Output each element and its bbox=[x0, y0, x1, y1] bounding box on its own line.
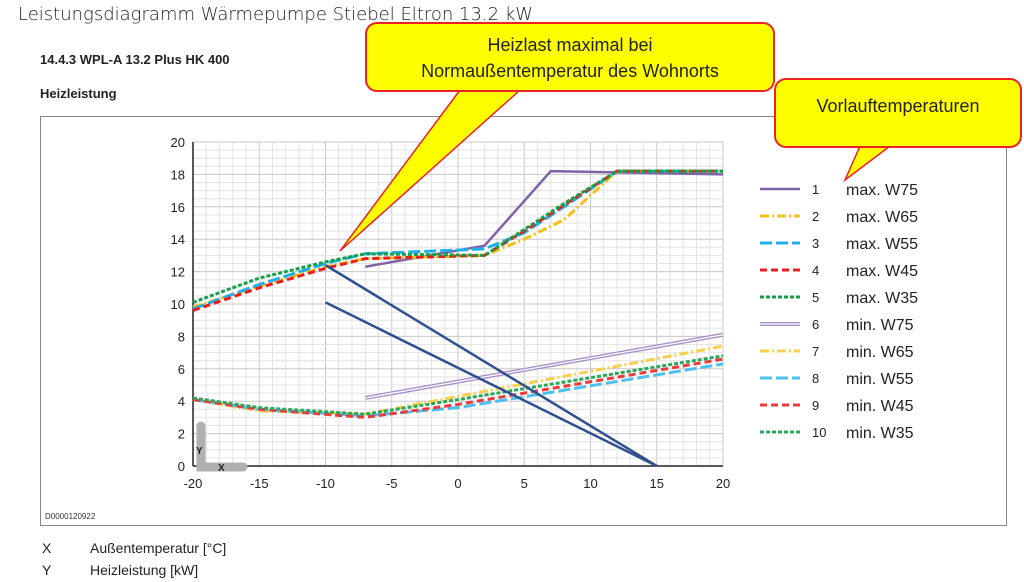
callout-vorlauf: Vorlauftemperaturen bbox=[774, 78, 1022, 148]
y-tick-label: 4 bbox=[178, 394, 185, 409]
figure-code: D0000120922 bbox=[45, 512, 96, 521]
legend-item-2: 2 max. W65 bbox=[760, 209, 918, 226]
legend-number: 4 bbox=[812, 263, 819, 278]
callout-heizlast: Heizlast maximal bei Normaußentemperatur… bbox=[365, 22, 775, 92]
legend-item-9: 9 min. W45 bbox=[760, 398, 914, 415]
y-tick-label: 20 bbox=[171, 135, 185, 150]
y-tick-label: 8 bbox=[178, 329, 185, 344]
y-axis-label: Y bbox=[196, 446, 203, 457]
x-tick-label: 0 bbox=[454, 476, 461, 491]
legend-number: 9 bbox=[812, 398, 819, 413]
y-tick-label: 18 bbox=[171, 167, 185, 182]
axis-legend-x: X Außentemperatur [°C] bbox=[42, 540, 226, 556]
legend-number: 2 bbox=[812, 209, 819, 224]
legend-label: min. W75 bbox=[846, 317, 914, 334]
legend-item-10: 10 min. W35 bbox=[760, 425, 914, 442]
callout-pointer bbox=[843, 145, 893, 183]
series-line bbox=[192, 362, 724, 418]
series-5 bbox=[192, 169, 723, 304]
callout-text: Vorlauftemperaturen bbox=[816, 96, 980, 116]
series-line bbox=[192, 357, 724, 419]
y-tick-label: 16 bbox=[171, 200, 185, 215]
legend-number: 1 bbox=[812, 182, 819, 197]
axis-marker-icon bbox=[196, 421, 248, 472]
legend-label: max. W45 bbox=[846, 263, 918, 280]
callout-pointer bbox=[339, 89, 522, 252]
x-tick-label: 20 bbox=[716, 476, 730, 491]
x-tick-label: -20 bbox=[184, 476, 203, 491]
y-tick-label: 6 bbox=[178, 362, 185, 377]
legend-item-1: 1 max. W75 bbox=[760, 182, 918, 199]
y-tick-label: 0 bbox=[178, 459, 185, 474]
series-8 bbox=[192, 362, 724, 418]
axis-label: Außentemperatur [°C] bbox=[90, 540, 227, 556]
series-9 bbox=[192, 357, 724, 419]
callout-text: Heizlast maximal bei bbox=[487, 35, 653, 55]
series-7 bbox=[192, 344, 724, 416]
legend-number: 10 bbox=[812, 425, 826, 440]
x-tick-label: -10 bbox=[316, 476, 335, 491]
y-tick-label: 14 bbox=[171, 232, 185, 247]
legend-number: 8 bbox=[812, 371, 819, 386]
chart-subtitle: Heizleistung bbox=[40, 86, 117, 101]
heizlast-line bbox=[324, 264, 658, 468]
x-axis-label: X bbox=[218, 463, 225, 474]
series-line bbox=[192, 354, 724, 416]
axis-key: Y bbox=[42, 562, 52, 578]
section-heading: 14.4.3 WPL-A 13.2 Plus HK 400 bbox=[40, 52, 230, 67]
y-tick-label: 12 bbox=[171, 265, 185, 280]
legend-item-7: 7 min. W65 bbox=[760, 344, 914, 361]
chart-frame bbox=[40, 116, 1007, 526]
legend-item-8: 8 min. W55 bbox=[760, 371, 914, 388]
series-2 bbox=[192, 169, 723, 309]
x-tick-label: -15 bbox=[250, 476, 269, 491]
x-tick-label: 10 bbox=[583, 476, 597, 491]
callout-text: Normaußentemperatur des Wohnorts bbox=[421, 61, 719, 81]
legend-label: max. W35 bbox=[846, 290, 918, 307]
legend-item-5: 5 max. W35 bbox=[760, 290, 918, 307]
series-line bbox=[192, 169, 723, 309]
legend-label: min. W45 bbox=[846, 398, 914, 415]
x-tick-label: 15 bbox=[650, 476, 664, 491]
heizlast-line bbox=[324, 301, 658, 468]
y-tick-label: 2 bbox=[178, 427, 185, 442]
legend-label: min. W55 bbox=[846, 371, 914, 388]
x-tick-label: -5 bbox=[386, 476, 398, 491]
axis-label: Heizleistung [kW] bbox=[90, 562, 199, 578]
axis-key: X bbox=[42, 540, 52, 556]
page-title: Leistungsdiagramm Wärmepumpe Stiebel Elt… bbox=[18, 4, 534, 25]
legend-label: min. W35 bbox=[846, 425, 914, 442]
axis-legend-y: Y Heizleistung [kW] bbox=[42, 562, 198, 578]
series-6 bbox=[364, 332, 724, 400]
legend-item-4: 4 max. W45 bbox=[760, 263, 918, 280]
legend-number: 6 bbox=[812, 317, 819, 332]
legend-number: 5 bbox=[812, 290, 819, 305]
legend-label: max. W65 bbox=[846, 209, 918, 226]
legend-label: max. W75 bbox=[846, 182, 918, 199]
legend-item-3: 3 max. W55 bbox=[760, 236, 918, 253]
series-line bbox=[192, 344, 724, 416]
x-tick-label: 5 bbox=[521, 476, 528, 491]
series-10 bbox=[192, 354, 724, 416]
legend-label: min. W65 bbox=[846, 344, 914, 361]
legend-label: max. W55 bbox=[846, 236, 918, 253]
series-line bbox=[192, 169, 723, 304]
legend-item-6: 6 min. W75 bbox=[760, 317, 914, 334]
legend-number: 3 bbox=[812, 236, 819, 251]
legend-number: 7 bbox=[812, 344, 819, 359]
y-tick-label: 10 bbox=[171, 297, 185, 312]
series-line-inner bbox=[365, 334, 724, 399]
